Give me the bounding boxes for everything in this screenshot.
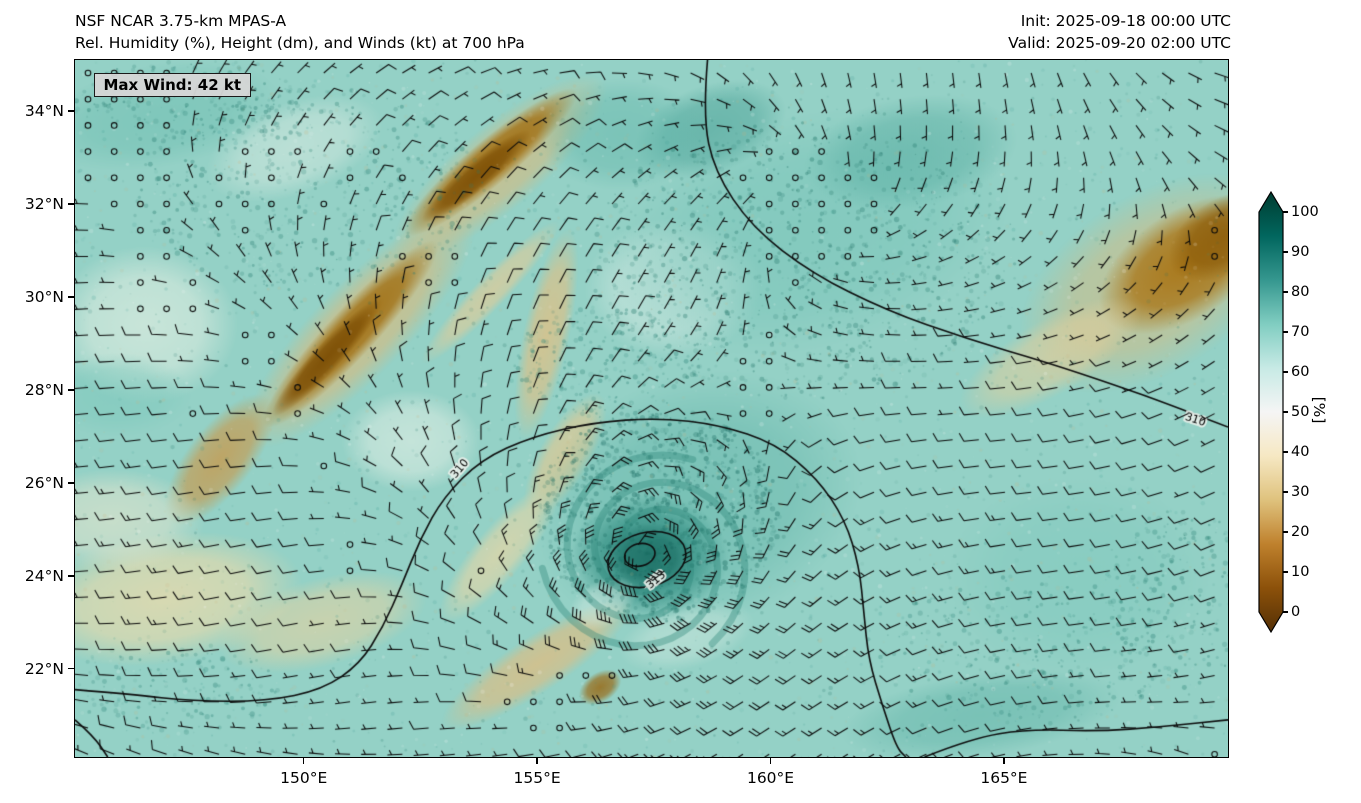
colorbar-tickmark	[1283, 451, 1288, 453]
x-axis-tick-label: 150°E	[280, 769, 328, 787]
y-axis-tickmark	[68, 575, 75, 577]
y-axis-tick-label: 34°N	[24, 102, 64, 121]
x-axis-tickmark	[536, 757, 538, 764]
colorbar-tick-label: 60	[1291, 364, 1310, 380]
title-line1: NSF NCAR 3.75-km MPAS-A	[75, 12, 287, 30]
y-axis-tick-label: 24°N	[24, 566, 64, 585]
colorbar-tickmark	[1283, 331, 1288, 333]
x-axis-tick-label: 160°E	[746, 769, 795, 787]
figure-header-left: NSF NCAR 3.75-km MPAS-A Rel. Humidity (%…	[75, 10, 525, 54]
y-axis-tickmark	[68, 389, 75, 391]
y-axis-tickmark	[68, 296, 75, 298]
colorbar-tick-label: 90	[1291, 244, 1310, 260]
colorbar-tick-label: 10	[1291, 564, 1310, 580]
init-time-label: Init: 2025-09-18 00:00 UTC	[1020, 12, 1231, 30]
colorbar-tickmark	[1283, 531, 1288, 533]
colorbar-gradient-bar	[1258, 190, 1284, 634]
colorbar-tickmark	[1283, 371, 1288, 373]
colorbar-tickmark	[1283, 611, 1288, 613]
figure-header-right: Init: 2025-09-18 00:00 UTC Valid: 2025-0…	[1008, 10, 1231, 54]
colorbar-tick-label: 100	[1291, 204, 1319, 220]
colorbar-tick-label: 40	[1291, 444, 1310, 460]
colorbar-tickmark	[1283, 411, 1288, 413]
y-axis-tick-label: 28°N	[24, 380, 64, 399]
colorbar-tick-label: 30	[1291, 484, 1310, 500]
colorbar-tickmark	[1283, 491, 1288, 493]
map-plot-area: Max Wind: 42 kt	[73, 58, 1229, 758]
x-axis-tickmark	[302, 757, 305, 764]
max-wind-badge: Max Wind: 42 kt	[93, 72, 252, 97]
y-axis-tickmark	[68, 482, 75, 484]
colorbar-tickmark	[1283, 571, 1288, 573]
colorbar-tickmark	[1283, 251, 1288, 253]
y-axis-tick-label: 30°N	[24, 287, 64, 306]
y-axis-tick-label: 22°N	[24, 659, 64, 678]
x-axis-tick-label: 155°E	[513, 769, 561, 787]
map-canvas	[74, 59, 1228, 757]
colorbar-tick-label: 20	[1291, 524, 1310, 540]
y-axis-tick-label: 32°N	[24, 195, 64, 214]
y-axis-tickmark	[68, 203, 75, 205]
y-axis-tickmark	[68, 110, 75, 112]
title-line2: Rel. Humidity (%), Height (dm), and Wind…	[75, 34, 525, 52]
colorbar-unit-label: [%]	[1310, 396, 1328, 424]
y-axis-tickmark	[68, 667, 75, 670]
x-axis-tickmark	[1003, 757, 1005, 764]
colorbar-tick-label: 80	[1291, 284, 1310, 300]
colorbar-tick-label: 70	[1291, 324, 1310, 340]
x-axis-tickmark	[769, 757, 772, 764]
colorbar-tick-label: 0	[1291, 604, 1301, 620]
x-axis-tick-label: 165°E	[980, 769, 1028, 787]
y-axis-tick-label: 26°N	[24, 473, 64, 492]
colorbar-tickmark	[1283, 291, 1288, 293]
valid-time-label: Valid: 2025-09-20 02:00 UTC	[1008, 34, 1231, 52]
colorbar-tick-label: 50	[1291, 404, 1310, 420]
colorbar-tickmark	[1283, 211, 1288, 213]
